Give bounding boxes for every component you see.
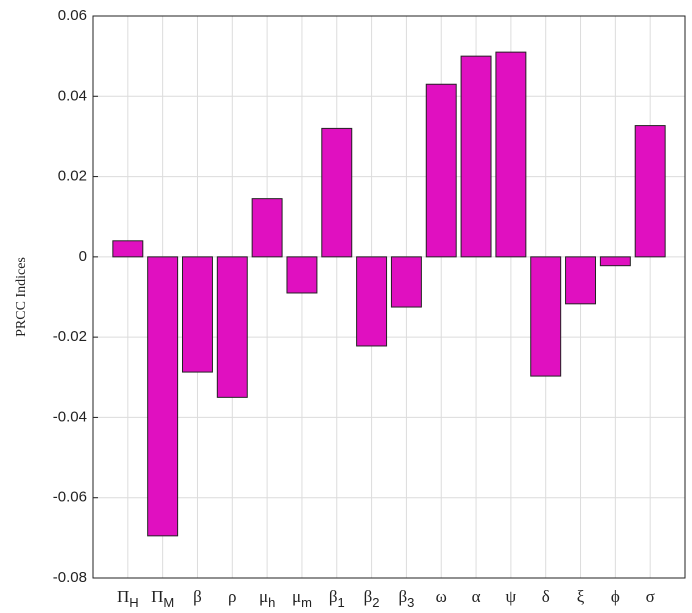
bar (216, 256, 248, 398)
x-tick-label: ΠM (151, 587, 174, 611)
x-tick-label: β2 (364, 587, 380, 611)
label-subscript: m (301, 595, 312, 610)
y-tick-label: 0 (79, 248, 87, 265)
label-subscript: 3 (407, 595, 414, 610)
label-symbol: Π (151, 587, 163, 606)
bar (112, 240, 144, 258)
bar (251, 198, 283, 258)
y-tick-label: 0.06 (58, 7, 87, 24)
y-tick-label: -0.02 (53, 328, 87, 345)
x-tick-label: ρ (228, 587, 236, 606)
x-tick-label: ϕ (611, 587, 620, 606)
label-symbol: β (364, 587, 373, 606)
bar (565, 256, 597, 305)
bar (286, 256, 318, 294)
label-subscript: M (163, 595, 174, 610)
bar (460, 55, 492, 258)
x-tick-label: β3 (398, 587, 414, 611)
x-tick-label: ω (436, 587, 447, 606)
plot-frame (92, 15, 686, 579)
x-tick-label: ΠH (117, 587, 139, 611)
y-axis-label: PRCC Indices (14, 257, 29, 337)
label-symbol: μ (292, 587, 301, 606)
bar (530, 256, 562, 377)
y-tick-label: 0.02 (58, 168, 87, 185)
y-tick-label: 0.04 (58, 87, 87, 104)
x-tick-label: μh (259, 587, 275, 611)
bar (181, 256, 213, 373)
x-tick-label: β1 (329, 587, 345, 611)
label-symbol: μ (259, 587, 268, 606)
label-subscript: 2 (372, 595, 379, 610)
y-tick-label: -0.08 (53, 569, 87, 586)
x-tick-label: δ (542, 587, 550, 606)
bar (390, 256, 422, 308)
bar (147, 256, 179, 537)
x-tick-label: α (472, 587, 481, 606)
y-tick-label: -0.04 (53, 408, 87, 425)
label-subscript: H (129, 595, 138, 610)
x-tick-label: σ (646, 587, 655, 606)
x-tick-label: ψ (506, 587, 517, 606)
x-tick-label: μm (292, 587, 312, 611)
bar (356, 256, 388, 347)
label-subscript: h (268, 595, 275, 610)
y-tick-label: -0.06 (53, 489, 87, 506)
x-tick-label: β (193, 587, 202, 606)
label-subscript: 1 (337, 595, 344, 610)
bar (321, 127, 353, 258)
label-symbol: β (398, 587, 407, 606)
bar (634, 125, 666, 258)
label-symbol: β (329, 587, 338, 606)
bar (495, 51, 527, 258)
x-tick-label: ξ (577, 587, 585, 606)
bar (599, 256, 631, 267)
bar (425, 83, 457, 258)
label-symbol: Π (117, 587, 129, 606)
